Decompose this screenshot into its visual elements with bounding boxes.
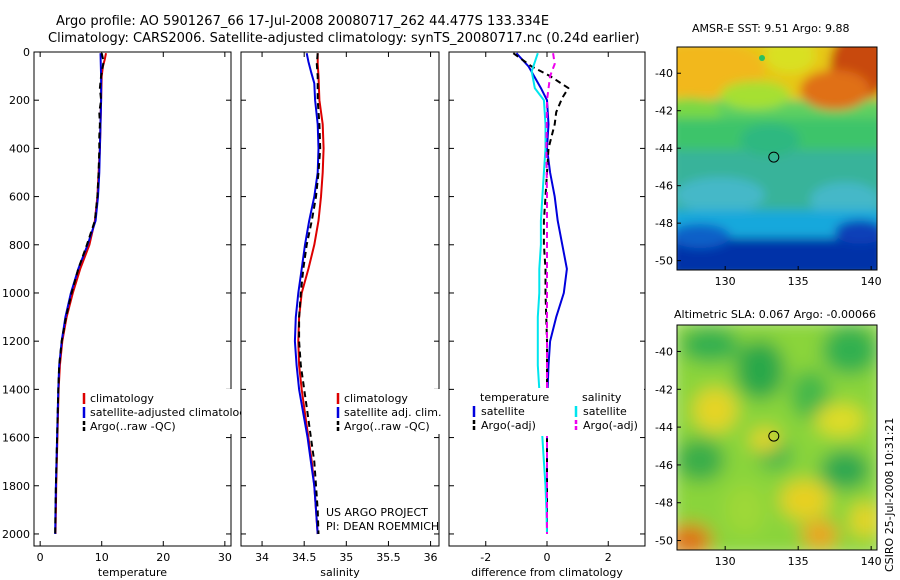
difference-legend-header: temperature (480, 391, 549, 404)
sst_map-ytick-label: -44 (655, 142, 673, 155)
sst_map-xtick-label: 135 (788, 275, 809, 288)
figure-title-line2: Climatology: CARS2006. Satellite-adjuste… (48, 31, 640, 46)
sst_map-ytick-label: -50 (655, 255, 673, 268)
sla_map-ytick-label: -40 (655, 345, 673, 358)
difference-xtick-label: 2 (605, 551, 612, 564)
sla_map-xtick-label: 135 (788, 555, 809, 568)
salinity-xlabel: salinity (320, 566, 360, 579)
salinity-legend-label: Argo(..raw -QC) (344, 420, 430, 433)
salinity-legend-label: climatology (344, 392, 408, 405)
temperature-axes-frame (33, 51, 232, 547)
figure-title-line1: Argo profile: AO 5901267_66 17-Jul-2008 … (56, 14, 549, 29)
temperature-ytick-label: 1000 (2, 287, 30, 300)
temperature-legend-label: climatology (90, 392, 154, 405)
salinity-xtick-label: 34 (255, 551, 269, 564)
difference-legend-label: Argo(-adj) (583, 419, 638, 432)
sla_map-ytick-label: -42 (655, 383, 673, 396)
sla-map-frame (676, 324, 878, 551)
sst_map-ytick-label: -48 (655, 217, 673, 230)
difference-legend-label: Argo(-adj) (481, 419, 536, 432)
credit-line1: US ARGO PROJECT (326, 506, 428, 519)
sst-field (677, 47, 877, 270)
sst-argo-marker (768, 151, 780, 163)
sla-argo-marker (768, 430, 780, 442)
salinity-xtick-label: 36 (424, 551, 438, 564)
sla_map-ytick-label: -48 (655, 497, 673, 510)
sst_map-ytick-label: -46 (655, 180, 673, 193)
side-label: CSIRO 25-Jul-2008 10:31:21 (883, 418, 896, 572)
difference-legend-box (468, 388, 644, 436)
sst_map-ytick-label: -40 (655, 67, 673, 80)
sla_map-xtick-label: 140 (861, 555, 882, 568)
temperature-legend-box (78, 389, 238, 434)
difference-series-2-line (530, 52, 548, 535)
difference-xtick-label: 0 (544, 551, 551, 564)
sst-map: AMSR-E SST: 9.51 Argo: 9.88 (655, 22, 882, 288)
sla_map-ytick-label: -50 (655, 535, 673, 548)
temperature-xlabel: temperature (98, 566, 167, 579)
salinity-legend-box (332, 389, 442, 434)
sla-map-axes: 130 135 140 -40 -42 -44 -46 -48 -50 (655, 345, 882, 568)
temperature-legend-label: satellite-adjusted climatology (90, 406, 253, 419)
temperature-ytick-label: 600 (9, 191, 30, 204)
temperature-ytick-label: 1800 (2, 480, 30, 493)
sst_map-ytick-label: -42 (655, 105, 673, 118)
difference-xtick-label: -2 (480, 551, 491, 564)
sla-field (677, 325, 877, 550)
credit-line2: PI: DEAN ROEMMICH (326, 520, 439, 533)
salinity-panel: 34 34.5 35 35.5 36 salinity climatologysatelli… (240, 51, 442, 579)
difference-legend-header: salinity (582, 391, 622, 404)
difference-panel: -2 0 2 difference from climatology temperatu… (448, 51, 646, 579)
temperature-panel: 0 200 400 600 800 1000 1200 1400 1600 1800 2000 0 10… (2, 46, 253, 579)
salinity-series-1-line (293, 53, 320, 535)
sst-map-frame (676, 46, 878, 271)
temperature-xtick-label: 0 (37, 551, 44, 564)
temperature-xtick-label: 20 (156, 551, 170, 564)
salinity-legend-label: satellite adj. clim. (344, 406, 441, 419)
sst-spot (759, 55, 765, 61)
difference-series-3-line (545, 53, 556, 534)
sla-map: Altimetric SLA: 0.067 Argo: -0.00066 (655, 308, 882, 568)
salinity-xtick-label: 35.5 (376, 551, 401, 564)
temperature-series-2-line (54, 52, 105, 535)
sst_map-xtick-label: 140 (861, 275, 882, 288)
sst_map-xtick-label: 130 (715, 275, 736, 288)
temperature-ytick-label: 1200 (2, 335, 30, 348)
temperature-xtick-label: 10 (95, 551, 109, 564)
sla_map-xtick-label: 130 (715, 555, 736, 568)
sla_map-ytick-label: -46 (655, 459, 673, 472)
difference-xlabel: difference from climatology (471, 566, 623, 579)
difference-legend-label: satellite (583, 405, 627, 418)
temperature-ytick-label: 1600 (2, 432, 30, 445)
temperature-xtick-label: 30 (218, 551, 232, 564)
salinity-xtick-label: 35 (339, 551, 353, 564)
temperature-ytick-label: 200 (9, 94, 30, 107)
difference-legend-label: satellite (481, 405, 525, 418)
salinity-axes-frame (240, 51, 440, 547)
sst-map-title: AMSR-E SST: 9.51 Argo: 9.88 (692, 22, 850, 35)
temperature-ytick-label: 1400 (2, 383, 30, 396)
temperature-ytick-label: 400 (9, 142, 30, 155)
temperature-ytick-label: 0 (23, 46, 30, 59)
temperature-ytick-label: 2000 (2, 528, 30, 541)
temperature-legend-label: Argo(..raw -QC) (90, 420, 176, 433)
temperature-ytick-label: 800 (9, 239, 30, 252)
sla-map-title: Altimetric SLA: 0.067 Argo: -0.00066 (674, 308, 876, 321)
salinity-xtick-label: 34.5 (292, 551, 317, 564)
sla_map-ytick-label: -44 (655, 421, 673, 434)
sst-map-axes: 130 135 140 -40 -42 -44 -46 -48 -50 (655, 67, 882, 288)
